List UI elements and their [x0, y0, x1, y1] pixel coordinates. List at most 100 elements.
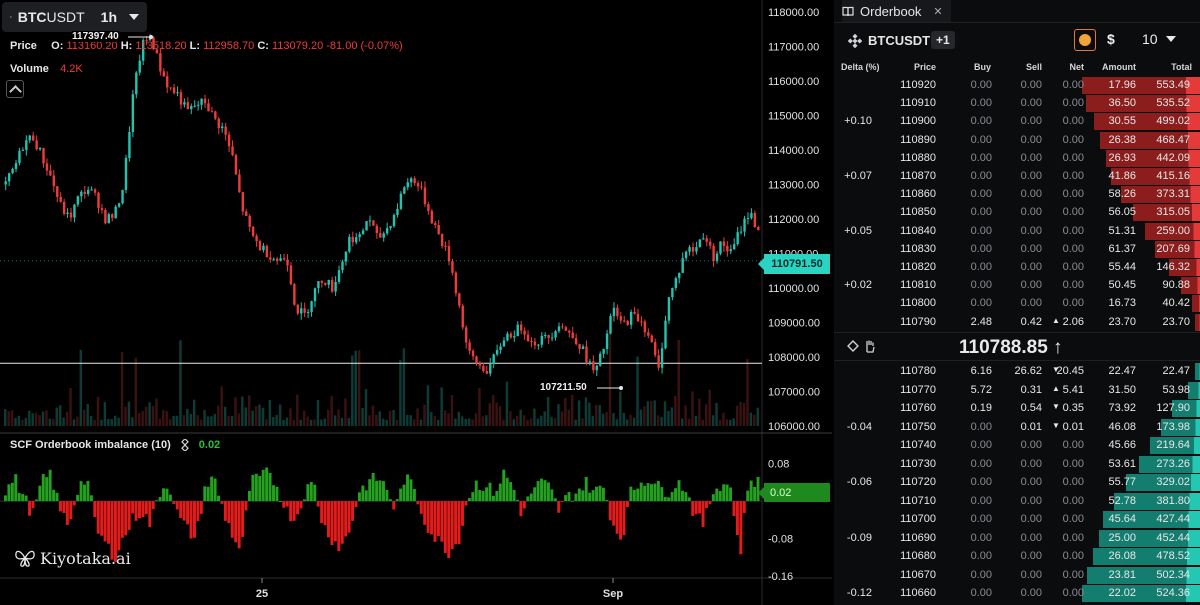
- bid-buy: 0.00: [970, 420, 992, 433]
- add-exchange-badge[interactable]: +1: [931, 31, 955, 49]
- imbalance-bar: [715, 488, 719, 502]
- bid-total: 478.52: [1156, 550, 1190, 562]
- collapse-legend-button[interactable]: [6, 80, 24, 98]
- bid-row[interactable]: 110760 0.19 0.54 0.35 73.92 127.90 ▼: [834, 400, 1200, 417]
- ask-row[interactable]: 110910 0.00 0.00 0.00 36.50 535.52: [834, 95, 1200, 113]
- bid-row[interactable]: 110670 0.00 0.00 0.00 23.81 502.34: [834, 566, 1200, 584]
- chevron-down-icon[interactable]: [129, 14, 139, 20]
- imbalance-bar: [622, 501, 626, 536]
- mid-icons: [846, 339, 876, 353]
- coin-unit-toggle[interactable]: [1074, 29, 1096, 51]
- imbalance-bar: [423, 501, 427, 525]
- bid-row[interactable]: 110720 0.00 0.00 0.00 55.77 329.02 -0.06: [834, 474, 1200, 491]
- candle-body: [708, 241, 712, 246]
- ask-amount: 41.86: [1108, 170, 1136, 182]
- imbalance-bar: [124, 501, 128, 536]
- bid-total: 22.47: [1162, 365, 1190, 377]
- candle-body: [310, 301, 313, 313]
- candle-body: [592, 361, 595, 371]
- bid-buy: 0.00: [970, 550, 992, 562]
- arrow-up-icon: ↑: [1053, 337, 1063, 358]
- chart-canvas[interactable]: 118000.00 117000.00 116000.00 115000.00 1140…: [0, 0, 832, 605]
- diamond-icon[interactable]: [846, 339, 860, 353]
- bid-row[interactable]: 110690 0.00 0.00 0.00 25.00 452.44 -0.09: [834, 529, 1200, 547]
- depth-select[interactable]: 10: [1142, 31, 1176, 47]
- imbalance-bar: [588, 492, 592, 502]
- ask-net: 0.00: [1062, 170, 1084, 182]
- close-icon[interactable]: ✕: [933, 5, 943, 18]
- hand-icon[interactable]: [864, 339, 876, 353]
- ask-net: 2.06: [1062, 315, 1084, 328]
- volume-bar: [395, 419, 399, 426]
- tab-orderbook[interactable]: Orderbook ✕: [842, 0, 951, 22]
- ask-amount: 16.73: [1108, 297, 1136, 310]
- ask-row[interactable]: 110800 0.00 0.00 0.00 16.73 40.42: [834, 295, 1200, 313]
- ask-row[interactable]: 110920 0.00 0.00 0.00 17.96 553.49: [834, 77, 1200, 94]
- bid-row[interactable]: 110700 0.00 0.00 0.00 45.64 427.44: [834, 511, 1200, 528]
- volume-bar: [120, 352, 124, 426]
- symbol-selector[interactable]: BTCUSDT 1h: [2, 2, 147, 32]
- bid-row[interactable]: 110740 0.00 0.00 0.00 45.66 219.64: [834, 437, 1200, 454]
- bid-row[interactable]: 110730 0.00 0.00 0.00 53.61 273.26: [834, 455, 1200, 473]
- price-tick-label: 116000.00: [768, 76, 819, 88]
- bid-amount: 22.47: [1108, 365, 1136, 377]
- candle-body: [729, 249, 732, 252]
- bid-row[interactable]: 110710 0.00 0.00 0.00 52.78 381.80: [834, 492, 1200, 510]
- candle-body: [578, 344, 581, 349]
- ask-amount: 23.70: [1108, 315, 1136, 328]
- low-annotation: 107211.50: [540, 382, 587, 393]
- bid-row[interactable]: 110770 5.72 0.31 5.41 31.50 53.98 ▲: [834, 381, 1200, 399]
- imbalance-bar: [742, 501, 746, 514]
- imbalance-bar: [660, 487, 664, 502]
- bid-row[interactable]: 110780 6.16 26.62 20.45 22.47 22.47 ▼: [834, 363, 1200, 380]
- ask-row[interactable]: 110850 0.00 0.00 0.00 56.05 315.05: [834, 204, 1200, 222]
- ask-row[interactable]: 110860 0.00 0.00 0.00 58.26 373.31: [834, 186, 1200, 204]
- volume-bar: [299, 419, 302, 426]
- candle-body: [90, 189, 93, 191]
- bid-row[interactable]: 110660 0.00 0.00 0.00 22.02 524.36 -0.12: [834, 585, 1200, 602]
- candle-body: [227, 134, 231, 147]
- bid-row[interactable]: 110750 0.00 0.01 0.01 46.08 173.98 ▼ -0.04: [834, 418, 1200, 436]
- ask-row[interactable]: 110890 0.00 0.00 0.00 26.38 468.47: [834, 131, 1200, 149]
- chevron-up-icon: [8, 84, 22, 98]
- imbalance-bar: [330, 501, 334, 546]
- usd-unit-toggle[interactable]: $: [1107, 31, 1115, 47]
- candle-body: [334, 281, 337, 292]
- ask-row[interactable]: 110880 0.00 0.00 0.00 26.93 442.09: [834, 149, 1200, 167]
- volume-bar: [247, 395, 251, 426]
- imbalance-bar: [443, 501, 447, 553]
- volume-bar: [34, 412, 38, 426]
- imbalance-bar: [340, 501, 344, 544]
- ask-row[interactable]: 110790 2.48 0.42 2.06 23.70 23.70 ▲: [834, 313, 1200, 331]
- ask-net: 0.00: [1062, 279, 1084, 292]
- volume-bar: [131, 417, 134, 426]
- imbalance-bar: [591, 490, 595, 502]
- ohlc-legend: Price O: 113160.20 H: 113518.20 L: 11295…: [10, 40, 403, 52]
- indicator-value: 0.02: [198, 439, 221, 451]
- volume-bar: [337, 409, 340, 426]
- ask-row[interactable]: 110870 0.00 0.00 0.00 41.86 415.16 +0.07: [834, 168, 1200, 185]
- bid-total: 381.80: [1156, 494, 1190, 507]
- ask-net: 0.00: [1062, 97, 1084, 110]
- ask-row[interactable]: 110830 0.00 0.00 0.00 61.37 207.69: [834, 240, 1200, 258]
- ask-row[interactable]: 110840 0.00 0.00 0.00 51.31 259.00 +0.05: [834, 222, 1200, 240]
- bid-depth-bar: [1126, 474, 1200, 491]
- imbalance-bar: [41, 474, 45, 502]
- volume-bar: [155, 398, 158, 426]
- imbalance-bar: [316, 501, 320, 507]
- volume-bar: [574, 419, 577, 426]
- ask-row[interactable]: 110820 0.00 0.00 0.00 55.44 146.32: [834, 259, 1200, 276]
- indicator-settings-icon[interactable]: [179, 439, 191, 451]
- timeframe-label[interactable]: 1h: [100, 9, 117, 25]
- volume-bar: [467, 418, 471, 426]
- orderbook-symbol[interactable]: BTCUSDT: [848, 33, 930, 48]
- imbalance-bar: [193, 501, 196, 538]
- candle-body: [647, 332, 650, 336]
- bid-row[interactable]: 110680 0.00 0.00 0.00 26.08 478.52: [834, 548, 1200, 565]
- ask-row[interactable]: 110810 0.00 0.00 0.00 50.45 90.88 +0.02: [834, 277, 1200, 295]
- bid-total: 452.44: [1156, 531, 1190, 544]
- chart-panel[interactable]: 118000.00 117000.00 116000.00 115000.00 1140…: [0, 0, 832, 605]
- ask-row[interactable]: 110900 0.00 0.00 0.00 30.55 499.02 +0.10: [834, 113, 1200, 131]
- volume-bar: [711, 415, 715, 426]
- ask-sell: 0.00: [1020, 261, 1042, 273]
